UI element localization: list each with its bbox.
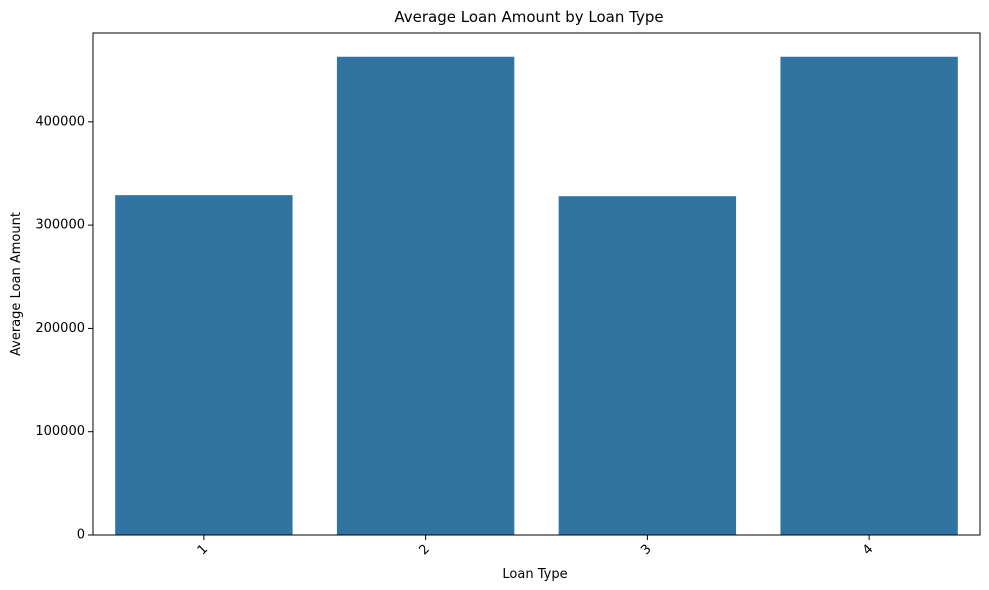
bars bbox=[115, 56, 958, 535]
bar-2 bbox=[336, 56, 515, 535]
y-tick-label-100000: 100000 bbox=[35, 424, 85, 439]
bar-3 bbox=[558, 196, 737, 535]
x-axis-label: Loan Type bbox=[502, 567, 567, 582]
y-axis-label: Average Loan Amount bbox=[9, 212, 24, 356]
bar-1 bbox=[115, 195, 293, 535]
y-tick-label-0: 0 bbox=[77, 528, 85, 543]
y-tick-label-400000: 400000 bbox=[35, 114, 85, 129]
plot-frame bbox=[92, 32, 981, 536]
y-tick-label-300000: 300000 bbox=[35, 218, 85, 233]
y-tick-label-200000: 200000 bbox=[35, 321, 85, 336]
chart-title: Average Loan Amount by Loan Type bbox=[394, 8, 663, 26]
bar-4 bbox=[780, 56, 958, 535]
